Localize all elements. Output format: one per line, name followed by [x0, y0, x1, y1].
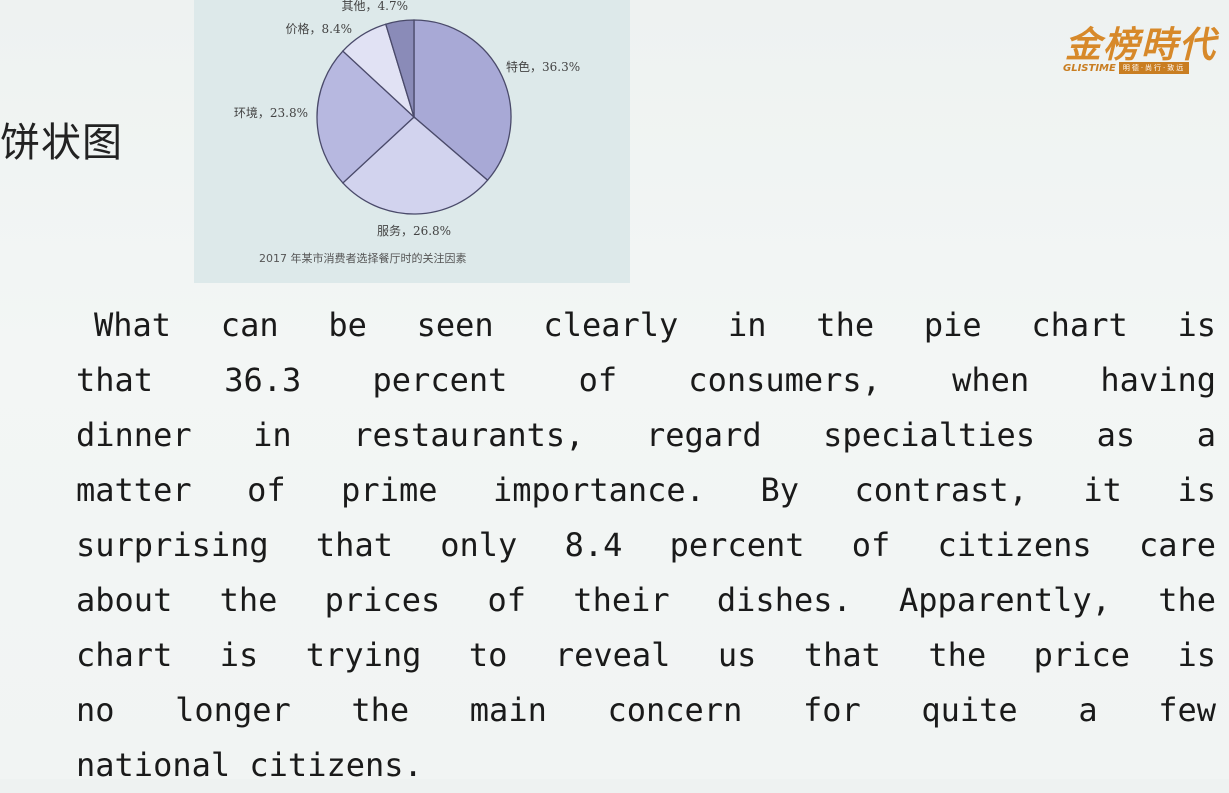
logo-sub-en: GLISTIME: [1063, 62, 1116, 74]
paragraph-line: dinner in restaurants, regard specialtie…: [76, 416, 1216, 454]
paragraph-line: national citizens.: [76, 746, 423, 784]
paragraph-line: matter of prime importance. By contrast,…: [76, 471, 1216, 509]
pie-chart: 特色，36.3% 服务，26.8% 环境，23.8% 价格，8.4% 其他，4.7% 2…: [234, 0, 580, 265]
analysis-paragraph: What can be seen clearly in the pie char…: [76, 298, 1216, 793]
pie-chart-panel: 特色，36.3% 服务，26.8% 环境，23.8% 价格，8.4% 其他，4.7% 2…: [194, 0, 630, 283]
paragraph-line: surprising that only 8.4 percent of citi…: [76, 526, 1216, 564]
chart-caption: 2017 年某市消费者选择餐厅时的关注因素: [259, 251, 467, 265]
pie-slice-3: [316, 50, 415, 184]
logo-sub-cn: 明德·尚行·致远: [1118, 62, 1190, 74]
brand-logo: 金榜時代 GLISTIME 明德·尚行·致远: [1059, 16, 1229, 78]
slide-heading: 饼状图: [0, 120, 123, 166]
paragraph-line: no longer the main concern for quite a f…: [76, 691, 1216, 729]
logo-subtitle: GLISTIME 明德·尚行·致远: [1063, 62, 1190, 74]
paragraph-line: about the prices of their dishes. Appare…: [76, 581, 1216, 619]
pie-slice-label: 其他，4.7%: [342, 0, 409, 13]
paragraph-line: chart is trying to reveal us that the pr…: [76, 636, 1216, 674]
pie-slice-label: 特色，36.3%: [506, 59, 580, 74]
paragraph-line: that 36.3 percent of consumers, when hav…: [76, 361, 1216, 399]
logo-main-text: 金榜時代: [1065, 24, 1218, 66]
pie-slice-5: [384, 19, 415, 118]
pie-slice-label: 服务，26.8%: [377, 223, 451, 238]
pie-slice-2: [341, 116, 489, 215]
paragraph-line: What can be seen clearly in the pie char…: [94, 306, 1216, 344]
pie-slice-label: 环境，23.8%: [234, 105, 308, 120]
pie-slice-label: 价格，8.4%: [286, 21, 353, 36]
pie-slice-1: [413, 19, 512, 182]
